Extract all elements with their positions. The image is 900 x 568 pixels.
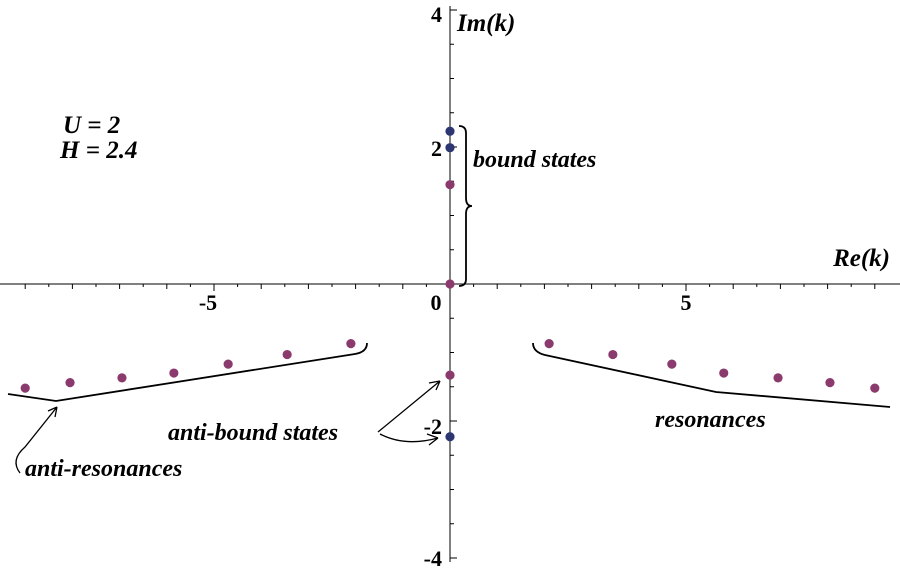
data-point bbox=[608, 349, 618, 360]
data-point bbox=[282, 349, 292, 360]
data-point bbox=[445, 180, 455, 190]
data-point bbox=[445, 279, 455, 289]
data-point bbox=[117, 373, 127, 383]
parameter-u: U = 2 bbox=[63, 112, 120, 139]
x-tick-label-5: 5 bbox=[681, 290, 692, 315]
anti-bound-arrow-upper bbox=[377, 380, 441, 433]
data-point bbox=[445, 126, 455, 136]
y-tick-label-2: 2 bbox=[431, 136, 442, 161]
data-point bbox=[773, 373, 783, 383]
x-axis-title: Re(k) bbox=[832, 245, 890, 272]
data-point bbox=[223, 359, 233, 369]
data-point bbox=[870, 383, 880, 393]
anti-bound-states-label: anti-bound states bbox=[168, 420, 338, 446]
anti-bound-arrow-lower bbox=[379, 433, 439, 446]
data-point bbox=[667, 359, 677, 369]
parameter-h: H = 2.4 bbox=[59, 137, 137, 164]
y-tick-label-neg2: -2 bbox=[424, 414, 442, 439]
data-points bbox=[20, 126, 880, 442]
data-point bbox=[445, 143, 455, 153]
data-point bbox=[719, 368, 729, 378]
tick-marks bbox=[24, 9, 876, 559]
bound-states-label: bound states bbox=[473, 147, 596, 173]
data-point bbox=[346, 338, 356, 349]
anti-resonances-label: anti-resonances bbox=[25, 456, 182, 482]
data-point bbox=[65, 378, 75, 388]
y-axis-title: Im(k) bbox=[456, 10, 515, 37]
resonances-brace bbox=[532, 342, 891, 408]
resonances-label: resonances bbox=[655, 407, 766, 433]
data-point bbox=[825, 378, 835, 388]
x-tick-label-0: 0 bbox=[431, 290, 442, 315]
y-tick-label-4: 4 bbox=[431, 2, 442, 27]
data-point bbox=[169, 368, 179, 378]
data-point bbox=[445, 370, 455, 380]
bound-states-brace bbox=[458, 125, 473, 287]
data-point bbox=[544, 338, 554, 349]
data-point bbox=[445, 432, 455, 442]
anti-resonances-brace bbox=[7, 342, 368, 402]
anti-resonances-arrow bbox=[15, 406, 58, 474]
data-point bbox=[20, 383, 30, 393]
x-tick-label-neg5: -5 bbox=[199, 290, 217, 315]
y-tick-label-neg4: -4 bbox=[424, 546, 442, 568]
